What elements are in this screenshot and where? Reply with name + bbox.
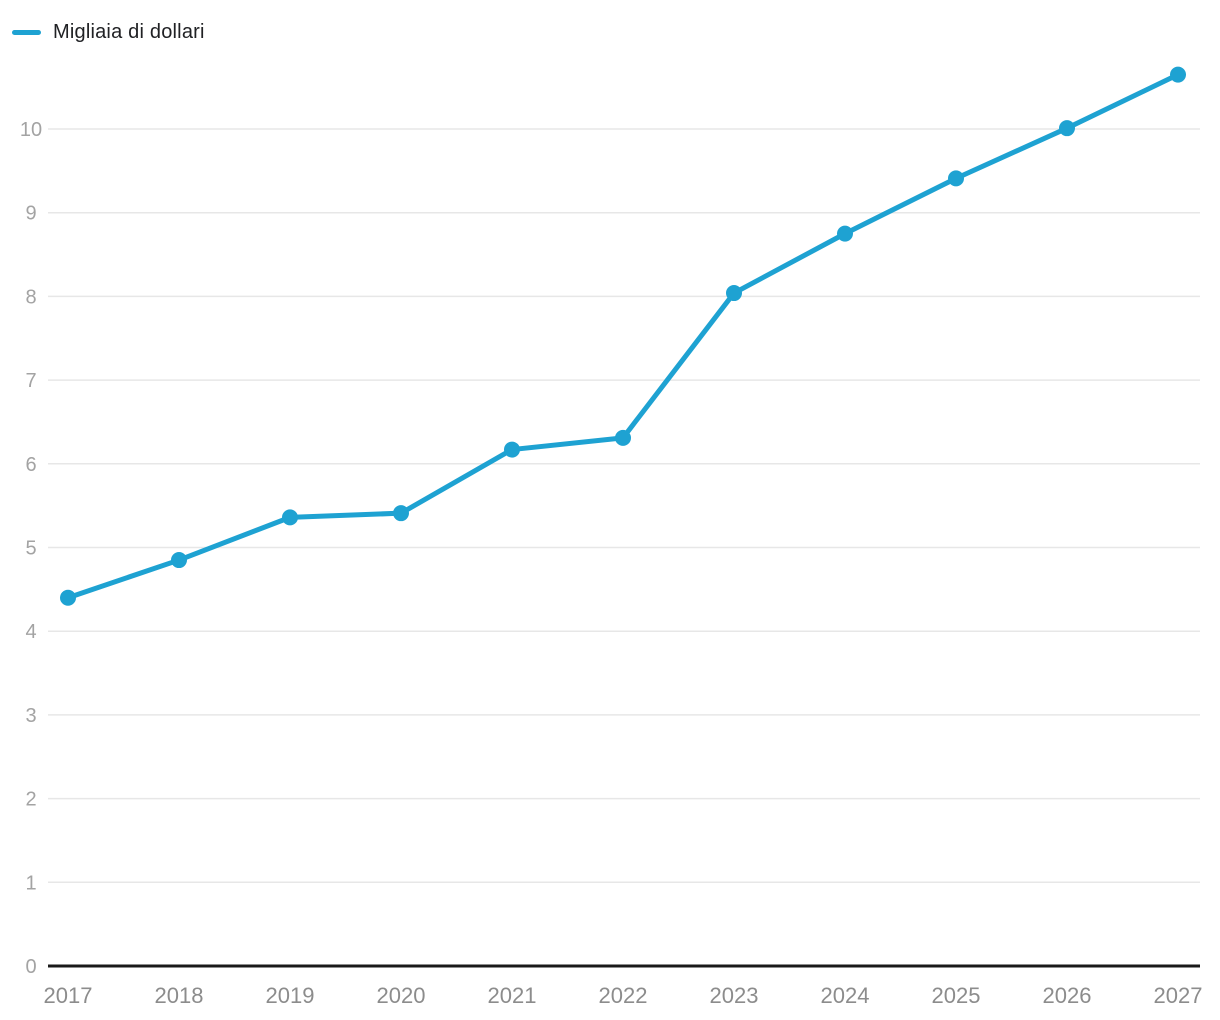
y-axis-tick-label-5: 5 <box>25 538 36 560</box>
x-axis-tick-label-2022: 2022 <box>599 983 648 1008</box>
x-axis-tick-label-2025: 2025 <box>932 983 981 1008</box>
y-axis-tick-label-7: 7 <box>25 370 36 392</box>
series-line-migliaia-di-dollari <box>65 72 1181 601</box>
data-point-2023[interactable] <box>726 285 742 302</box>
y-axis-tick-label-0: 0 <box>25 956 36 978</box>
data-point-2018[interactable] <box>171 552 187 569</box>
x-axis-tick-label-2024: 2024 <box>821 983 870 1008</box>
y-axis-tick-label-9: 9 <box>25 203 36 225</box>
x-axis-tick-label-2027: 2027 <box>1154 983 1203 1008</box>
legend-line-swatch <box>12 29 41 35</box>
y-axis-tick-label-4: 4 <box>25 621 36 643</box>
y-axis-tick-label-8: 8 <box>25 286 36 308</box>
x-axis-tick-label-2021: 2021 <box>488 983 537 1008</box>
data-point-2020[interactable] <box>393 505 409 522</box>
x-axis-tick-label-2018: 2018 <box>155 983 204 1008</box>
data-point-2027[interactable] <box>1170 66 1186 83</box>
x-axis-tick-label-2017: 2017 <box>44 983 93 1008</box>
x-axis-tick-label-2020: 2020 <box>377 983 426 1008</box>
data-point-2025[interactable] <box>948 170 964 187</box>
data-point-2026[interactable] <box>1059 120 1075 137</box>
data-point-2019[interactable] <box>282 509 298 526</box>
y-axis-tick-label-6: 6 <box>25 454 36 476</box>
x-axis-tick-label-2026: 2026 <box>1043 983 1092 1008</box>
data-point-2021[interactable] <box>504 441 520 458</box>
data-point-2024[interactable] <box>837 225 853 242</box>
y-axis-tick-label-3: 3 <box>25 705 36 727</box>
y-axis-tick-label-1: 1 <box>25 872 36 894</box>
y-axis-tick-label-10: 10 <box>20 119 42 141</box>
x-axis-tick-label-2019: 2019 <box>266 983 315 1008</box>
data-point-2022[interactable] <box>615 429 631 446</box>
legend-item-migliaia-di-dollari[interactable]: Migliaia di dollari <box>12 20 205 44</box>
x-axis-tick-label-2023: 2023 <box>710 983 759 1008</box>
data-point-2017[interactable] <box>60 589 76 606</box>
y-axis-tick-label-2: 2 <box>25 789 36 811</box>
legend-label: Migliaia di dollari <box>53 21 205 43</box>
